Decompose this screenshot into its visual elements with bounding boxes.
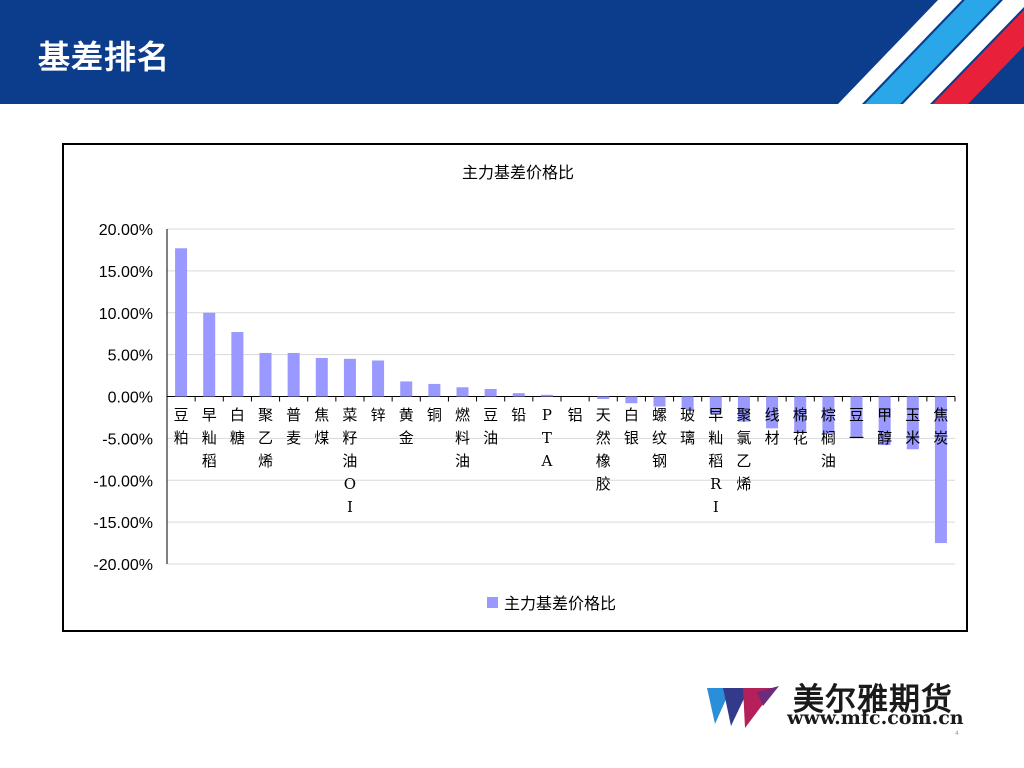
slide-header: 基差排名	[0, 0, 1024, 104]
bar	[231, 332, 244, 397]
x-tick-label: 铅	[511, 406, 526, 424]
bar	[737, 396, 750, 422]
x-tick-label: 焦煤	[314, 406, 329, 447]
x-tick-label: 白糖	[230, 406, 245, 447]
logo-website: www.mfc.com.cn	[787, 707, 964, 729]
y-tick-label: 5.00%	[108, 348, 153, 365]
chart-gridlines	[166, 228, 956, 565]
chart-title: 主力基差价格比	[462, 163, 574, 182]
bar	[625, 396, 638, 404]
bar	[343, 358, 356, 397]
bar	[766, 396, 779, 429]
stripe-white-1	[838, 0, 962, 104]
x-tick-label: 菜籽油 O I	[342, 406, 357, 516]
bar	[822, 396, 835, 435]
bar	[512, 393, 525, 397]
stripe-blue	[865, 0, 1000, 104]
legend-label: 主力基差价格比	[504, 594, 616, 613]
x-tick-label: 螺纹钢	[652, 406, 667, 470]
bar	[597, 396, 610, 400]
bar	[934, 396, 947, 544]
bar	[400, 381, 413, 397]
bar	[878, 396, 891, 446]
x-tick-label: 聚乙烯	[258, 406, 273, 470]
bar	[906, 396, 919, 450]
y-tick-label: 10.00%	[99, 306, 153, 323]
x-tick-label: 锌	[371, 406, 386, 424]
logo-company-name: 美尔雅期货	[793, 682, 953, 718]
bar	[681, 396, 694, 410]
bar	[540, 394, 553, 397]
stripe-white-2	[903, 0, 1024, 104]
chart-bars	[175, 248, 947, 544]
x-tick-label: 豆粕	[174, 406, 189, 447]
legend-swatch	[487, 597, 498, 608]
bar	[203, 312, 216, 397]
page-number: 4	[955, 730, 959, 737]
x-tick-label: 白银	[624, 406, 639, 447]
chart-legend: 主力基差价格比	[487, 594, 616, 613]
x-tick-label: 天然橡胶	[596, 406, 611, 493]
y-tick-label: 0.00%	[108, 390, 153, 407]
x-tick-label: 黄金	[399, 406, 414, 447]
y-tick-label: 15.00%	[99, 264, 153, 281]
y-axis-ticks: 20.00% 15.00% 10.00% 5.00% 0.00% -5.00% -10.00…	[93, 222, 153, 574]
bar	[428, 383, 441, 397]
x-tick-label: 豆油	[483, 406, 498, 447]
chart-frame	[62, 143, 968, 632]
logo-mark-icon	[707, 686, 779, 728]
y-tick-label: -20.00%	[93, 557, 153, 574]
y-tick-label: -15.00%	[93, 515, 153, 532]
x-tick-label: 普麦	[286, 406, 301, 447]
bar	[315, 357, 328, 397]
bar	[484, 388, 497, 397]
x-tick-label: 早籼稻	[202, 406, 217, 470]
bar	[850, 396, 863, 437]
bar	[456, 387, 469, 397]
bar	[372, 360, 385, 397]
y-tick-label: -10.00%	[93, 473, 153, 490]
x-tick-label: 早籼稻 R I	[708, 406, 723, 516]
x-tick-label: 线材	[765, 406, 780, 447]
x-tick-label: 豆一	[849, 406, 864, 447]
x-tick-label: 燃料油	[455, 406, 470, 470]
stripe-red	[933, 10, 1024, 104]
header-stripes-decoration	[838, 0, 1024, 104]
bar	[709, 396, 722, 414]
x-tick-label: 玉米	[905, 406, 920, 447]
x-tick-label: 焦炭	[933, 406, 948, 447]
x-tick-label: 甲醇	[877, 406, 892, 447]
x-tick-label: 棕榈油	[821, 406, 836, 470]
bar	[287, 352, 300, 397]
bar	[794, 396, 807, 432]
bar	[653, 396, 666, 407]
x-tick-label: 玻璃	[680, 406, 695, 447]
y-tick-label: -5.00%	[102, 431, 153, 448]
bar	[259, 352, 272, 397]
slide-title: 基差排名	[38, 38, 171, 76]
x-tick-label: 聚氯乙烯	[736, 406, 751, 493]
x-tick-label: 铝	[568, 406, 583, 424]
x-tick-label: 铜	[427, 406, 442, 424]
bar	[175, 248, 188, 397]
y-tick-label: 20.00%	[99, 222, 153, 239]
x-tick-label: 棉花	[793, 406, 808, 447]
company-logo: 美尔雅期货 www.mfc.com.cn	[705, 676, 970, 736]
